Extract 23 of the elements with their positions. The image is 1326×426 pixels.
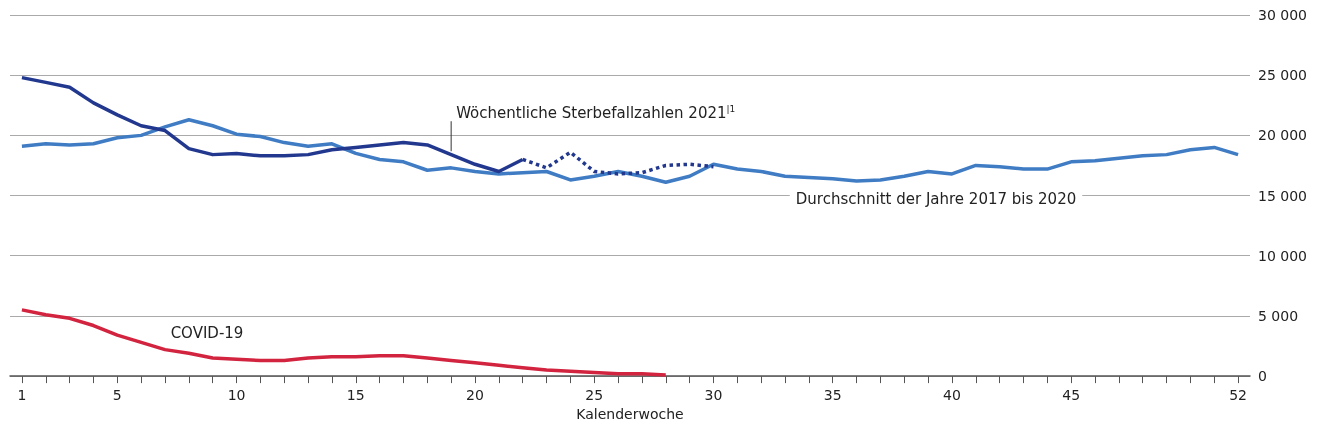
x-tick-label: 25: [585, 387, 604, 404]
x-tick-label: 30: [704, 387, 723, 404]
x-tick-label: 20: [466, 387, 484, 404]
x-tick-label: 52: [1229, 387, 1247, 404]
line-series: [20, 308, 668, 377]
annotation: COVID-19: [170, 324, 244, 342]
y-tick-label: 5 000: [1258, 307, 1299, 324]
x-tick-label: 5: [112, 387, 122, 404]
x-axis-title: Kalenderwoche: [576, 406, 684, 422]
x-tick-label: 15: [346, 387, 365, 404]
y-tick-label: 30 000: [1258, 7, 1307, 23]
x-tick-label: 35: [823, 387, 842, 404]
x-tick-label: 45: [1062, 387, 1081, 404]
y-tick-label: 15 000: [1258, 187, 1307, 204]
y-tick-label: 0: [1258, 368, 1267, 385]
y-tick-label: 20 000: [1258, 127, 1307, 144]
x-tick-label: 1: [17, 387, 27, 404]
line-series: [20, 117, 1240, 185]
annotation: Durchschnitt der Jahre 2017 bis 2020: [795, 190, 1077, 208]
y-tick-label: 10 000: [1258, 247, 1307, 264]
y-tick-label: 25 000: [1258, 67, 1307, 84]
x-tick-label: 40: [943, 387, 961, 404]
x-tick-label: 10: [227, 387, 246, 404]
